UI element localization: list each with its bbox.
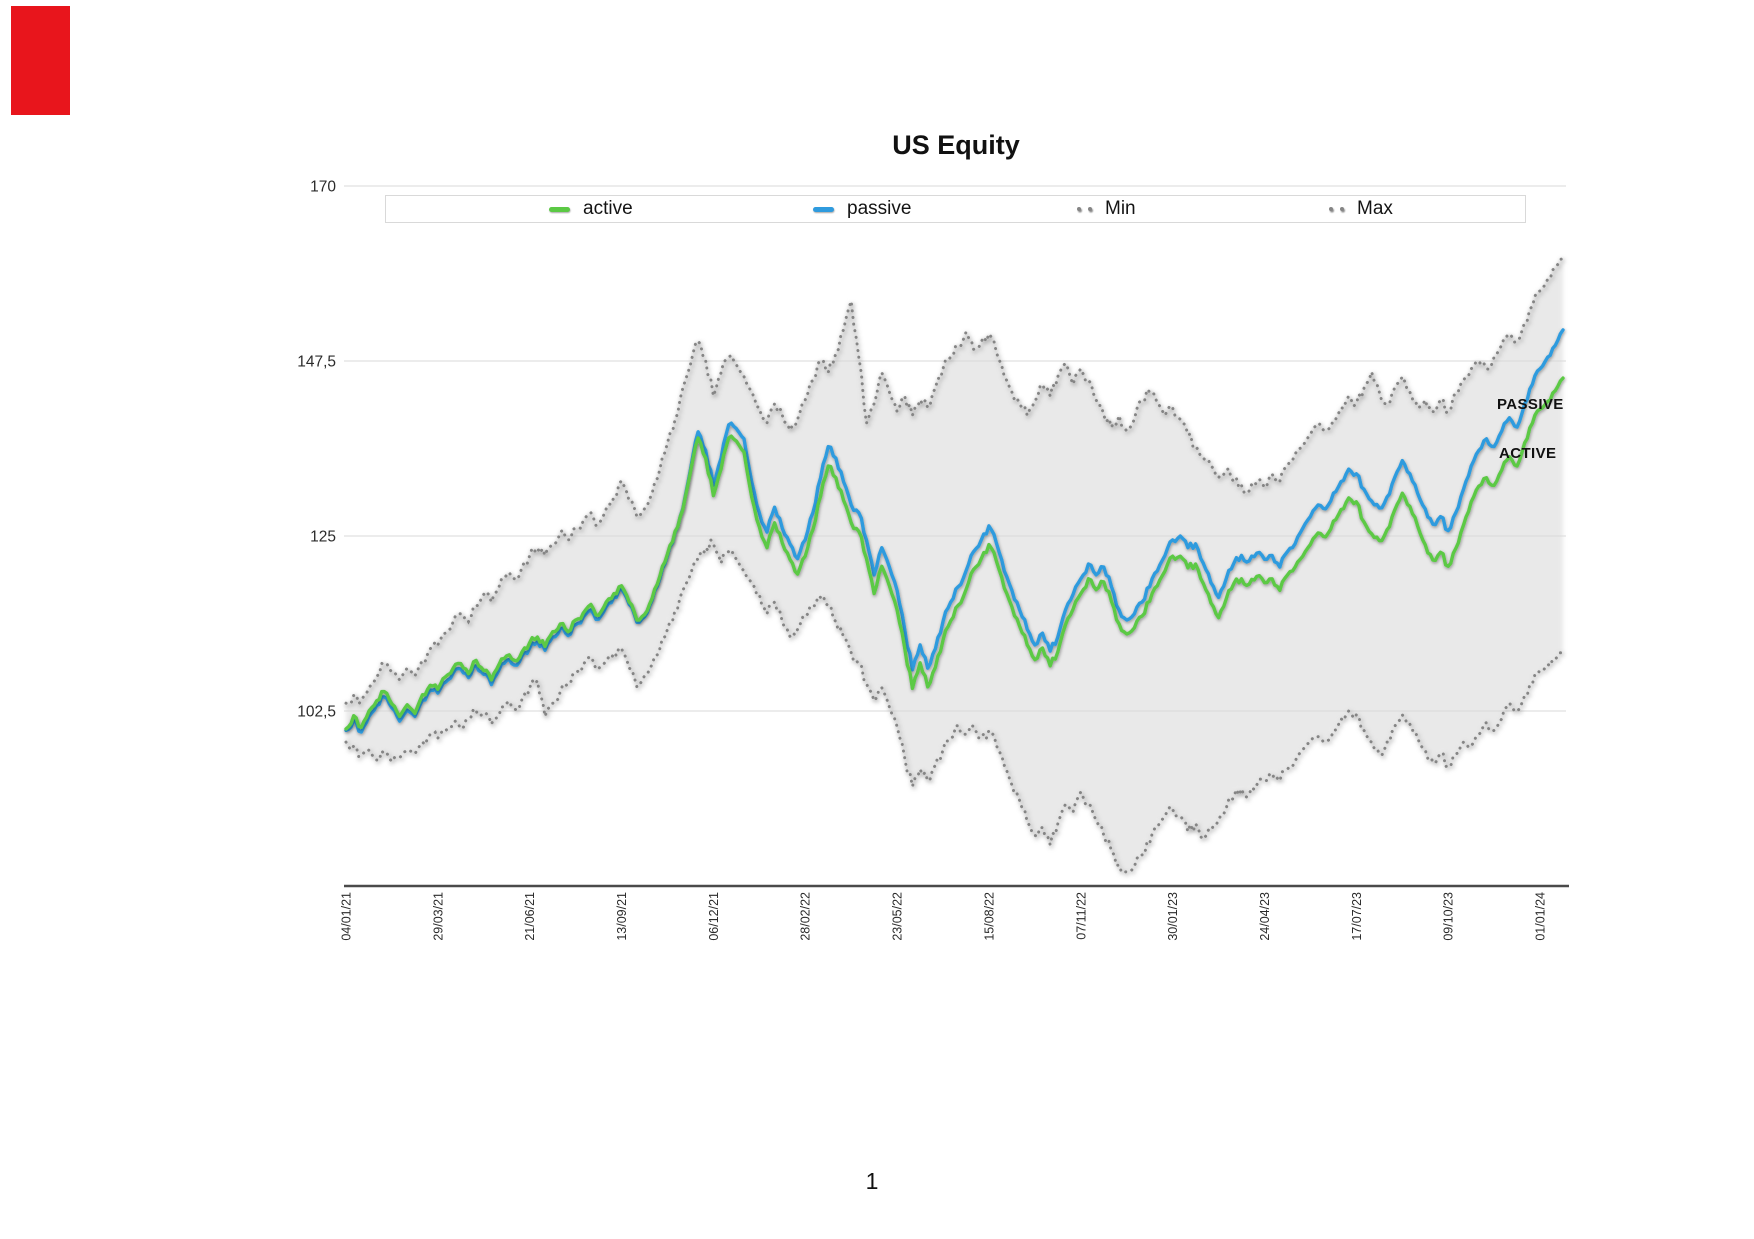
x-tick-label: 07/11/22 — [1074, 892, 1088, 940]
annotation-passive: PASSIVE — [1497, 396, 1564, 413]
x-tick-label: 15/08/22 — [982, 892, 996, 941]
x-tick-label: 06/12/21 — [707, 892, 721, 941]
active-line-swatch-icon — [549, 206, 570, 212]
legend-item-active: active — [549, 195, 633, 223]
legend-item-passive: passive — [813, 195, 911, 223]
y-tick-label: 147,5 — [297, 354, 336, 371]
x-tick-label: 17/07/23 — [1350, 892, 1364, 941]
legend-label-active: active — [583, 198, 633, 219]
legend-item-max: Max — [1329, 195, 1393, 223]
x-tick-label: 21/06/21 — [523, 892, 537, 941]
active-line — [344, 376, 1565, 731]
x-tick-label: 13/09/21 — [615, 892, 629, 941]
passive-line — [344, 328, 1565, 734]
red-marker-rectangle — [11, 6, 70, 115]
legend-label-max: Max — [1357, 198, 1393, 219]
legend-label-min: Min — [1105, 198, 1136, 219]
min-dots-swatch-icon — [1077, 207, 1092, 211]
max-dots-swatch-icon — [1329, 207, 1344, 211]
x-tick-label: 23/05/22 — [891, 892, 905, 941]
minmax-dotted-line — [344, 536, 1565, 875]
x-tick-label: 29/03/21 — [431, 892, 445, 941]
x-tick-label: 30/01/23 — [1166, 892, 1180, 941]
minmax-dotted-line — [344, 256, 1565, 707]
minmax-band — [346, 258, 1563, 873]
chart-title: US Equity — [892, 130, 1020, 160]
x-tick-label: 24/04/23 — [1258, 892, 1272, 941]
annotation-active: ACTIVE — [1499, 445, 1556, 462]
chart-legend — [385, 195, 1526, 223]
x-tick-label: 04/01/21 — [340, 892, 354, 941]
y-tick-label: 102,5 — [297, 704, 336, 721]
x-tick-label: 01/01/24 — [1534, 892, 1548, 941]
page-number: 1 — [865, 1168, 879, 1194]
y-tick-label: 170 — [310, 179, 336, 196]
x-tick-label: 09/10/23 — [1442, 892, 1456, 941]
legend-label-passive: passive — [847, 198, 912, 219]
legend-item-min: Min — [1077, 195, 1136, 223]
y-tick-label: 125 — [310, 529, 336, 546]
passive-line-swatch-icon — [813, 206, 834, 212]
x-tick-label: 28/02/22 — [799, 892, 813, 941]
